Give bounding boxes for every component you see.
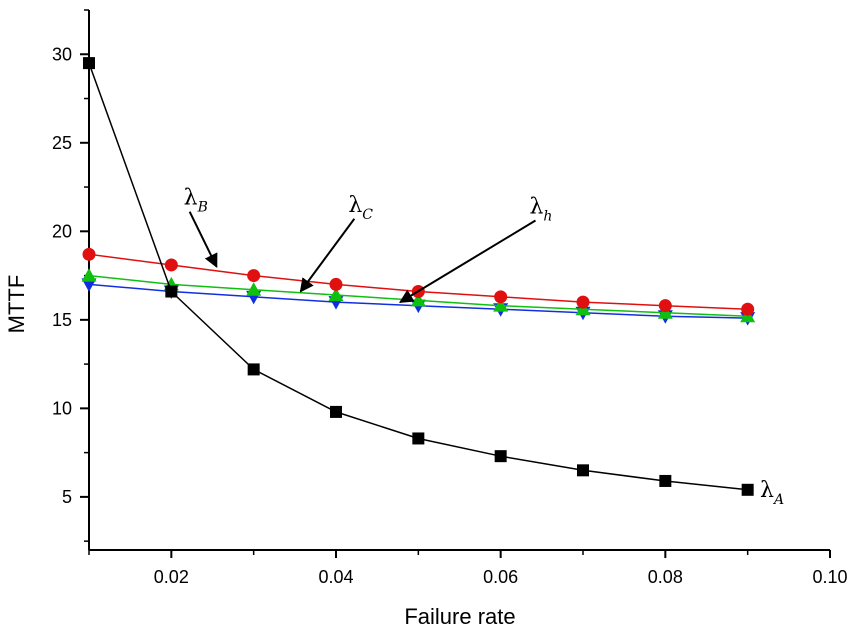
lambda-label: λA [760, 478, 784, 508]
y-tick-label: 30 [52, 44, 72, 64]
data-point [330, 405, 342, 418]
y-tick-label: 20 [52, 221, 72, 241]
series-1 [82, 247, 755, 316]
data-point [82, 247, 96, 261]
x-tick-label: 0.08 [648, 567, 683, 587]
lambda-subscript: h [543, 209, 552, 225]
data-point [165, 285, 178, 298]
data-point [577, 464, 589, 477]
lambda-symbol: λ [184, 186, 198, 211]
data-point [741, 302, 755, 316]
annotation-arrow [188, 211, 218, 268]
series-group [81, 57, 756, 496]
lambda-symbol: λ [348, 193, 362, 218]
lambda-symbol: λ [529, 195, 543, 220]
y-axis-label: MTTF [4, 275, 29, 334]
y-tick-label: 25 [52, 133, 72, 153]
data-point [328, 287, 344, 302]
lambda-label: λC [348, 193, 373, 223]
x-tick-label: 0.02 [154, 567, 189, 587]
data-point [81, 268, 97, 282]
series-line [88, 62, 748, 491]
axes: 0.02 0.04 0.06 0.08 0.10 5 10 15 20 25 30 [52, 9, 848, 587]
y-tick-label: 10 [52, 398, 72, 418]
data-point [494, 450, 507, 463]
lambda-label: λh [529, 195, 552, 225]
data-point [412, 432, 425, 445]
data-point [410, 292, 426, 307]
data-point [493, 298, 509, 312]
x-tick-label: 0.10 [812, 567, 847, 587]
data-point [81, 278, 97, 292]
data-point [494, 290, 508, 304]
data-point [658, 299, 672, 313]
x-axis-label: Failure rate [404, 604, 515, 629]
data-point [247, 363, 260, 376]
data-point [247, 269, 261, 283]
lambda-symbol: λ [760, 478, 774, 503]
data-point [83, 57, 95, 70]
lambda-subscript: A [772, 492, 784, 508]
data-point [329, 277, 343, 291]
annotation-arrow [399, 219, 536, 303]
data-point [246, 282, 262, 296]
data-point [741, 483, 754, 496]
lambda-subscript: C [362, 207, 373, 223]
annotation-arrow [299, 218, 356, 293]
x-tick-label: 0.04 [318, 567, 353, 587]
data-point [164, 258, 178, 272]
y-tick-label: 5 [62, 487, 72, 507]
data-point [576, 295, 590, 309]
y-tick-label: 15 [52, 310, 72, 330]
data-point [659, 474, 672, 487]
lambda-label: λB [184, 186, 208, 216]
x-tick-label: 0.06 [483, 567, 518, 587]
series-0 [83, 57, 754, 496]
lambda-subscript: B [197, 200, 208, 216]
